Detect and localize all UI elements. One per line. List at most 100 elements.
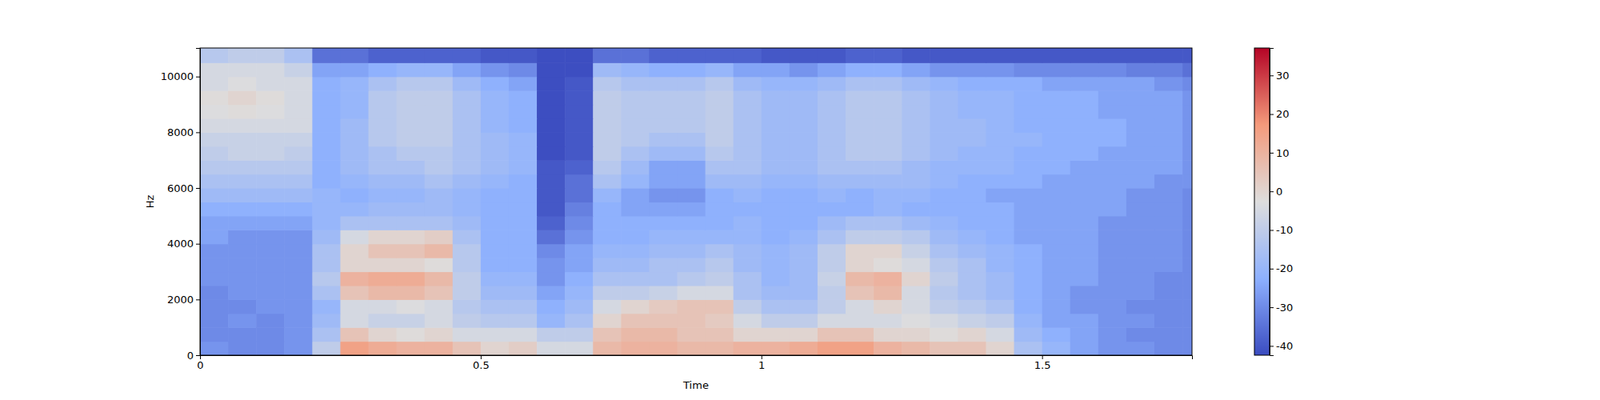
heatmap-cell	[985, 201, 1015, 216]
heatmap-cell	[1042, 313, 1072, 328]
heatmap-cell	[901, 90, 931, 105]
heatmap-cell	[873, 160, 903, 175]
heatmap-cell	[929, 76, 959, 92]
y-axis-tick-label: 8000	[167, 126, 194, 139]
heatmap-cell	[901, 104, 931, 120]
heatmap-cell	[1126, 132, 1156, 147]
heatmap-cell	[228, 174, 257, 189]
heatmap-cell	[256, 104, 285, 120]
heatmap-cell	[957, 90, 987, 105]
y-axis-tick-label: 6000	[167, 182, 194, 195]
heatmap-cell	[929, 313, 959, 328]
heatmap-cell	[1098, 201, 1128, 216]
heatmap-cell	[1014, 118, 1044, 133]
heatmap-cell	[1014, 272, 1044, 287]
heatmap-cell	[620, 313, 650, 328]
colorbar-axis-tick: -40	[1269, 340, 1293, 352]
heatmap-cell	[1098, 341, 1128, 356]
heatmap-cell	[648, 76, 678, 92]
heatmap-cell	[845, 104, 875, 120]
heatmap-cell	[340, 118, 369, 133]
heatmap-cell	[564, 285, 594, 300]
heatmap-cell	[817, 341, 847, 356]
heatmap-cell	[985, 160, 1015, 175]
heatmap-cell	[1042, 216, 1072, 231]
heatmap-cell	[284, 229, 313, 244]
y-axis-title: Hz	[144, 195, 156, 209]
heatmap-cell	[228, 188, 257, 203]
heatmap-cell	[817, 90, 847, 105]
heatmap-cell	[200, 327, 229, 342]
heatmap-cell	[1182, 62, 1192, 77]
heatmap-cell	[733, 104, 763, 120]
heatmap-cell	[536, 257, 566, 272]
heatmap-cell	[957, 62, 987, 77]
heatmap-cell	[368, 285, 398, 300]
heatmap-cell	[957, 146, 987, 161]
heatmap-cell	[256, 257, 285, 272]
heatmap-cell	[1154, 341, 1184, 356]
heatmap-cell	[1042, 146, 1072, 161]
heatmap-cell	[564, 48, 594, 64]
heatmap-cell	[733, 62, 763, 77]
heatmap-cell	[592, 90, 622, 105]
heatmap-cell	[340, 285, 369, 300]
heatmap-cell	[929, 188, 959, 203]
heatmap-cell	[789, 118, 819, 133]
heatmap-cell	[789, 257, 819, 272]
heatmap-cell	[929, 244, 959, 259]
heatmap-cell	[1126, 104, 1156, 120]
heatmap-cell	[424, 174, 454, 189]
heatmap-cell	[228, 201, 257, 216]
heatmap-cell	[1042, 188, 1072, 203]
heatmap-cell	[761, 313, 791, 328]
heatmap-cell	[957, 257, 987, 272]
heatmap-cell	[1154, 285, 1184, 300]
heatmap-cell	[817, 313, 847, 328]
heatmap-cell	[1070, 257, 1100, 272]
heatmap-cell	[256, 146, 285, 161]
heatmap-cell	[396, 160, 426, 175]
heatmap-cell	[845, 299, 875, 314]
heatmap-cell	[733, 48, 763, 64]
heatmap-cell	[648, 257, 678, 272]
heatmap-cell	[705, 229, 735, 244]
heatmap-cell	[452, 244, 482, 259]
y-axis-tick-label: 4000	[167, 237, 194, 250]
heatmap-cell	[761, 229, 791, 244]
colorbar-axis-tick-mark	[1269, 152, 1274, 154]
heatmap-cell	[1154, 327, 1184, 342]
heatmap-cell	[480, 313, 510, 328]
heatmap-cell	[733, 285, 763, 300]
heatmap-cell	[845, 229, 875, 244]
heatmap-cell	[648, 90, 678, 105]
heatmap-cell	[1042, 118, 1072, 133]
heatmap-cell	[508, 257, 538, 272]
heatmap-cell	[957, 160, 987, 175]
heatmap-cell	[676, 174, 706, 189]
heatmap-cell	[508, 62, 538, 77]
heatmap-cell	[424, 313, 454, 328]
heatmap-cell	[536, 201, 566, 216]
heatmap-cell	[817, 146, 847, 161]
heatmap-cell	[1098, 76, 1128, 92]
heatmap-cell	[733, 257, 763, 272]
heatmap-cell	[1182, 299, 1192, 314]
heatmap-cell	[228, 216, 257, 231]
heatmap-cell	[452, 62, 482, 77]
heatmap-cell	[256, 188, 285, 203]
y-axis-tick-mark	[196, 76, 200, 78]
heatmap-cell	[648, 299, 678, 314]
heatmap-cell	[1154, 299, 1184, 314]
heatmap-cell	[929, 327, 959, 342]
heatmap-cell	[1182, 229, 1192, 244]
y-axis-tick-mark	[196, 132, 200, 133]
heatmap-cell	[284, 160, 313, 175]
heatmap-cell	[480, 160, 510, 175]
heatmap-cell	[705, 90, 735, 105]
heatmap-cell	[957, 174, 987, 189]
heatmap-cell	[256, 244, 285, 259]
heatmap-cell	[845, 76, 875, 92]
colorbar-axis-tick-label: -10	[1276, 224, 1293, 236]
heatmap-cell	[200, 174, 229, 189]
